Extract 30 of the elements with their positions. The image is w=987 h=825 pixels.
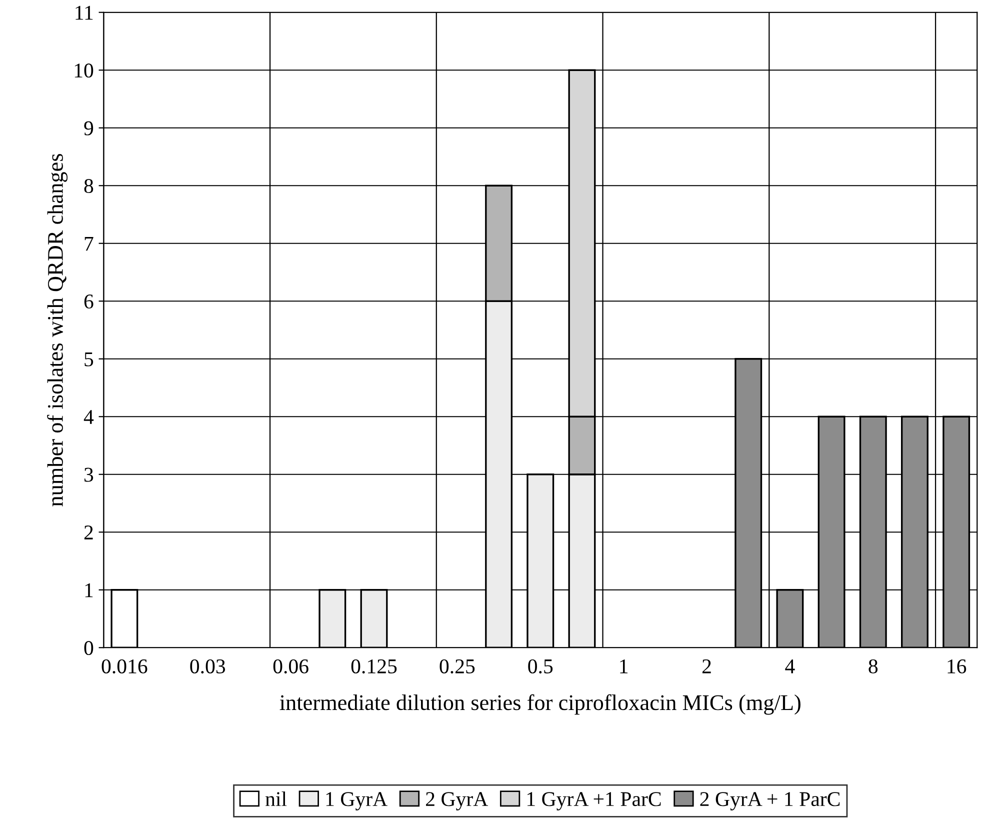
x-tick-label: 4 [785,659,795,674]
x-tick-label: 0.5 [528,659,553,674]
x-tick-label: 0.125 [351,659,397,674]
x-tick-label: 0.25 [440,659,475,674]
x-tick-label: 0.06 [273,659,308,674]
legend-label: nil [266,791,287,806]
legend-label: 1 GyrA +1 ParC [528,792,661,810]
x-tick-label: 1 [620,659,628,674]
x-tick-label: 8 [868,659,878,674]
y-tick-label: 0 [84,641,94,656]
x-tick-label: 16 [948,659,966,674]
x-tick-label: 2 [702,659,711,674]
legend-label: 2 GyrA [426,792,488,810]
y-axis-title: number of isolates with QRDR changes [47,154,68,506]
y-tick-label: 6 [84,294,94,309]
legend-label: 2 GyrA + 1 ParC [700,792,840,810]
y-tick-label: 11 [76,6,93,20]
y-tick-label: 4 [84,410,94,424]
x-axis-title: intermediate dilution series for ciprofloxacin MICs (mg/L) [280,694,800,715]
y-tick-label: 10 [74,64,94,78]
y-tick-label: 8 [84,179,94,194]
y-tick-label: 3 [84,468,94,482]
y-tick-label: 5 [84,352,94,366]
x-tick-label: 0.03 [190,659,226,674]
y-tick-label: 1 [85,583,93,598]
legend-label: 1 GyrA [326,792,388,810]
y-tick-label: 9 [84,121,94,136]
x-tick-label: 0.016 [102,659,148,674]
y-tick-label: 2 [84,526,93,540]
y-tick-label: 7 [84,236,94,251]
